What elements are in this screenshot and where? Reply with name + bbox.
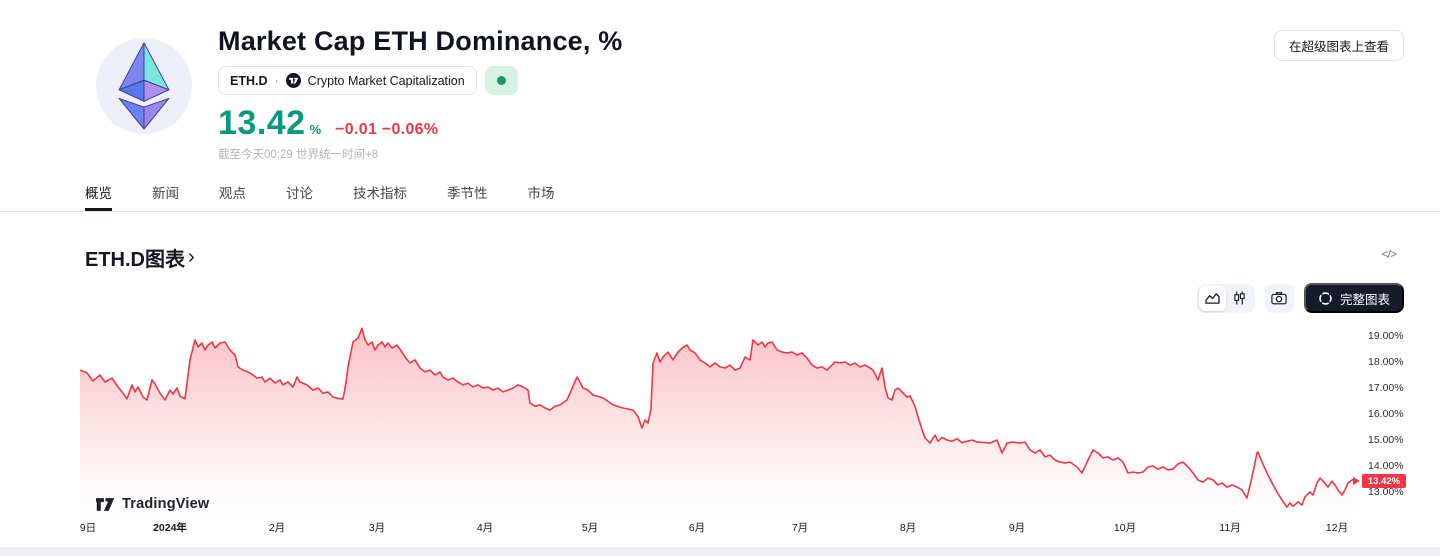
current-price: 13.42 [218,104,306,142]
y-axis-label: 17.00% [1368,382,1404,394]
tradingview-watermark: TradingView [96,496,209,512]
tab-2[interactable]: 观点 [219,186,246,201]
x-axis-label: 9月 [1008,522,1026,534]
chevron-right-icon: › [188,246,195,268]
tradingview-watermark-text: TradingView [122,496,210,512]
market-status-indicator[interactable] [484,66,518,95]
price-arrow-icon [1353,477,1360,486]
view-on-superchart-button[interactable]: 在超级图表上查看 [1273,30,1404,61]
y-axis-label: 15.00% [1368,434,1404,446]
tradingview-logo-icon [96,497,115,511]
x-axis-label: 8月 [899,522,917,534]
candlestick-chart-toggle[interactable] [1226,286,1253,311]
camera-icon [1271,292,1288,305]
price-unit: % [309,122,322,137]
ethereum-diamond-icon [118,42,170,130]
candlestick-chart-icon [1234,291,1245,305]
symbol-row: ETH.D · Crypto Market Capitalization [218,66,518,95]
price-change: −0.01 −0.06% [335,121,439,138]
x-axis-label: 9日 [79,522,97,534]
area-chart-toggle[interactable] [1198,285,1226,311]
area-fill [80,328,1357,517]
full-chart-button[interactable]: 完整图表 [1303,283,1404,313]
symbol-ticker: ETH.D [230,73,268,88]
tab-1[interactable]: 新闻 [152,186,179,201]
x-axis-label: 6月 [688,522,706,534]
chart-toolbar: 完整图表 [1196,283,1404,313]
chart-type-segmented-control [1196,283,1255,313]
x-axis-label: 4月 [476,522,494,534]
scan-circle-icon [1319,291,1332,305]
tab-5[interactable]: 季节性 [447,186,488,201]
as-of-timestamp: 截至今天00:29 世界统一时间+8 [218,149,379,161]
x-axis-label: 7月 [791,522,809,534]
x-axis-label: 10月 [1113,522,1137,534]
x-axis-label: 12月 [1325,522,1349,534]
price-chart[interactable] [79,310,1358,517]
tab-3[interactable]: 讨论 [286,186,313,201]
market-open-dot-icon [496,76,506,85]
page-bottom-strip [0,547,1440,556]
x-axis-label: 3月 [368,522,386,534]
page-title: Market Cap ETH Dominance, % [218,26,623,56]
y-axis-label: 16.00% [1368,408,1404,420]
tradingview-badge-icon [285,73,301,88]
x-axis-label: 5月 [581,522,599,534]
ethereum-logo [96,38,192,134]
chart-section-heading[interactable]: ETH.D图表 › [85,243,195,272]
symbol-pill[interactable]: ETH.D · Crypto Market Capitalization [218,66,477,95]
price-row: 13.42 % −0.01 −0.06% [218,104,438,143]
y-axis-label: 13.00% [1368,486,1404,498]
x-axis-label: 11月 [1219,522,1241,534]
price-line [79,327,1358,508]
area-chart-svg [79,327,1358,517]
embed-code-icon[interactable]: </> [1381,247,1397,261]
x-axis-label: 2024年 [153,522,187,534]
x-axis[interactable]: 9日 2024年 2月 3月 4月 5月 6月 7月 8月 9月 10月 11月 12月 [80,520,1357,536]
tab-6[interactable]: 市场 [527,186,555,201]
y-axis-label: 19.00% [1368,330,1404,342]
tab-4[interactable]: 技术指标 [353,186,407,201]
chart-section-title: ETH.D图表 [85,249,185,271]
y-axis-label: 18.00% [1368,356,1404,368]
snapshot-button[interactable] [1264,283,1294,313]
tab-bar: 概览 新闻 观点 讨论 技术指标 季节性 市场 [0,182,1440,212]
separator-dot: · [274,73,279,88]
full-chart-label: 完整图表 [1339,292,1390,307]
symbol-description: Crypto Market Capitalization [307,73,465,88]
area-chart-icon [1205,292,1220,304]
y-axis-label: 14.00% [1368,460,1404,472]
x-axis-label: 2月 [268,522,286,534]
tab-0[interactable]: 概览 [85,182,112,211]
current-price-badge: 13.42% [1362,474,1406,489]
y-axis[interactable]: 13.42% 19.00% 18.00% 17.00% 16.00% 15.00% 14.… [1353,310,1428,517]
